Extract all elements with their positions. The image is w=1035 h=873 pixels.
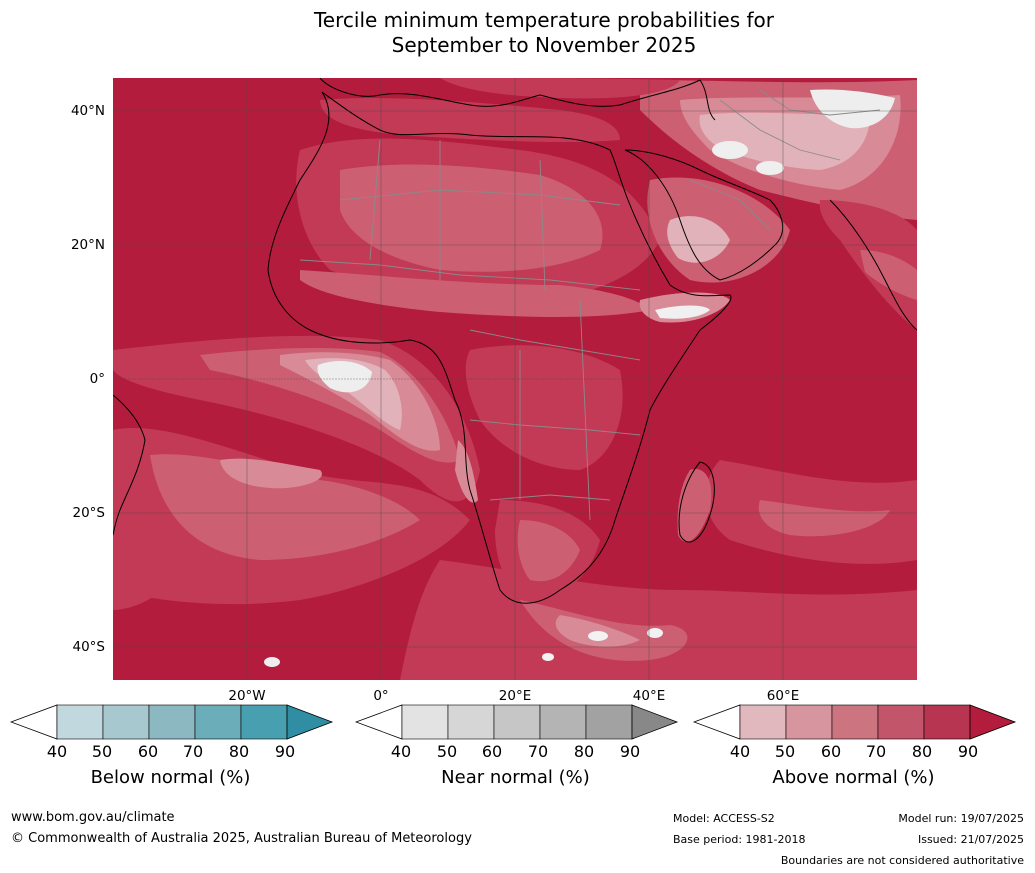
patch-mediterranean xyxy=(320,98,620,143)
copyright-notice: © Commonwealth of Australia 2025, Austra… xyxy=(11,831,472,846)
colorbar-tick: 80 xyxy=(911,742,933,761)
patch-sahel xyxy=(300,270,650,317)
boundaries-disclaimer: Boundaries are not considered authoritat… xyxy=(780,854,1024,867)
lat-label-40n: 40°N xyxy=(70,103,105,119)
patch-white-south-1 xyxy=(588,631,608,641)
colorbar-tick: 50 xyxy=(774,742,796,761)
colorbar-extend-low xyxy=(355,704,403,740)
south-america-coast xyxy=(113,394,146,536)
patch-iran-white xyxy=(712,141,748,159)
colorbar-tick: 80 xyxy=(573,742,595,761)
colorbar-swatch xyxy=(585,704,633,740)
country-borders xyxy=(299,89,881,521)
madagascar-coast xyxy=(678,461,715,543)
lon-label-60e: 60°E xyxy=(766,688,800,704)
patch-south-atlantic-2 xyxy=(150,454,420,560)
lat-label-20s: 20°S xyxy=(72,505,106,521)
colorbar-tick: 70 xyxy=(182,742,204,761)
base-period: Base period: 1981-2018 xyxy=(673,833,806,846)
colorbar-swatch xyxy=(194,704,242,740)
chart-title: Tercile minimum temperature probabilitie… xyxy=(0,8,1035,58)
colorbar-swatch xyxy=(785,704,833,740)
model-run-date: Model run: 19/07/2025 xyxy=(898,812,1024,825)
patch-europe xyxy=(440,78,680,99)
lat-label-40s: 40°S xyxy=(72,639,106,655)
colorbar-extend-low xyxy=(693,704,741,740)
lon-label-40e: 40°E xyxy=(632,688,666,704)
colorbar-above-normal xyxy=(693,704,1017,740)
patch-horn-white xyxy=(655,305,710,319)
colorbar-tick: 60 xyxy=(820,742,842,761)
colorbar-swatch xyxy=(102,704,150,740)
colorbar-tick: 50 xyxy=(91,742,113,761)
patch-white-south-2 xyxy=(647,628,663,638)
patch-south-atlantic-3 xyxy=(220,458,322,489)
lon-label-20w: 20°W xyxy=(228,688,266,704)
lat-label-20n: 20°N xyxy=(70,237,105,253)
model-name: Model: ACCESS-S2 xyxy=(673,812,775,825)
africa-coast xyxy=(267,91,732,604)
colorbar-swatch xyxy=(739,704,787,740)
issued-date: Issued: 21/07/2025 xyxy=(917,833,1024,846)
probability-map xyxy=(113,78,917,680)
colorbar-tick: 50 xyxy=(436,742,458,761)
colorbar-extend-low xyxy=(10,704,58,740)
colorbar-extend-high xyxy=(969,704,1017,740)
colorbar-swatch xyxy=(539,704,587,740)
patch-himalaya-white xyxy=(810,89,895,129)
patch-white-south-3 xyxy=(542,653,554,661)
patch-southern-africa-2 xyxy=(517,520,580,582)
europe-coast xyxy=(319,78,701,107)
patch-southern-ocean-3 xyxy=(555,615,640,647)
graticule xyxy=(113,78,917,680)
patch-white-south-4 xyxy=(264,657,280,667)
colorbar-tick: 70 xyxy=(865,742,887,761)
lon-label-20e: 20°E xyxy=(498,688,532,704)
colorbar-below-normal xyxy=(10,704,334,740)
patch-iran-white-2 xyxy=(756,161,784,175)
colorbar-swatch xyxy=(401,704,449,740)
patch-india-2 xyxy=(860,250,917,300)
colorbar-above-title: Above normal (%) xyxy=(772,767,935,788)
colorbar-below-title: Below normal (%) xyxy=(90,767,251,788)
title-line-1: Tercile minimum temperature probabilitie… xyxy=(313,8,775,32)
colorbar-tick: 80 xyxy=(228,742,250,761)
colorbar-tick: 60 xyxy=(481,742,503,761)
colorbar-swatch xyxy=(877,704,925,740)
colorbar-tick: 40 xyxy=(729,742,751,761)
patch-guinea-white xyxy=(317,360,372,393)
lat-label-0: 0° xyxy=(89,371,105,387)
colorbar-swatch xyxy=(148,704,196,740)
title-line-2: September to November 2025 xyxy=(391,33,697,57)
colorbar-swatch xyxy=(493,704,541,740)
lon-label-0: 0° xyxy=(373,688,389,704)
colorbar-swatch xyxy=(240,704,288,740)
colorbar-tick: 60 xyxy=(137,742,159,761)
bom-website: www.bom.gov.au/climate xyxy=(11,810,175,825)
colorbar-swatch xyxy=(923,704,971,740)
colorbar-tick: 70 xyxy=(527,742,549,761)
colorbar-tick: 90 xyxy=(274,742,296,761)
colorbar-tick: 40 xyxy=(46,742,68,761)
caspian-coast xyxy=(699,79,716,121)
colorbar-swatch xyxy=(447,704,495,740)
colorbar-near-title: Near normal (%) xyxy=(441,767,590,788)
colorbar-extend-high xyxy=(286,704,334,740)
colorbar-tick: 90 xyxy=(957,742,979,761)
colorbar-near-normal xyxy=(355,704,679,740)
patch-west-south xyxy=(113,520,180,610)
patch-indian-ocean-2 xyxy=(758,500,890,537)
colorbar-swatch xyxy=(831,704,879,740)
colorbar-tick: 90 xyxy=(619,742,641,761)
colorbar-extend-high xyxy=(631,704,679,740)
colorbar-tick: 40 xyxy=(390,742,412,761)
india-coast xyxy=(829,199,917,331)
colorbar-swatch xyxy=(56,704,104,740)
